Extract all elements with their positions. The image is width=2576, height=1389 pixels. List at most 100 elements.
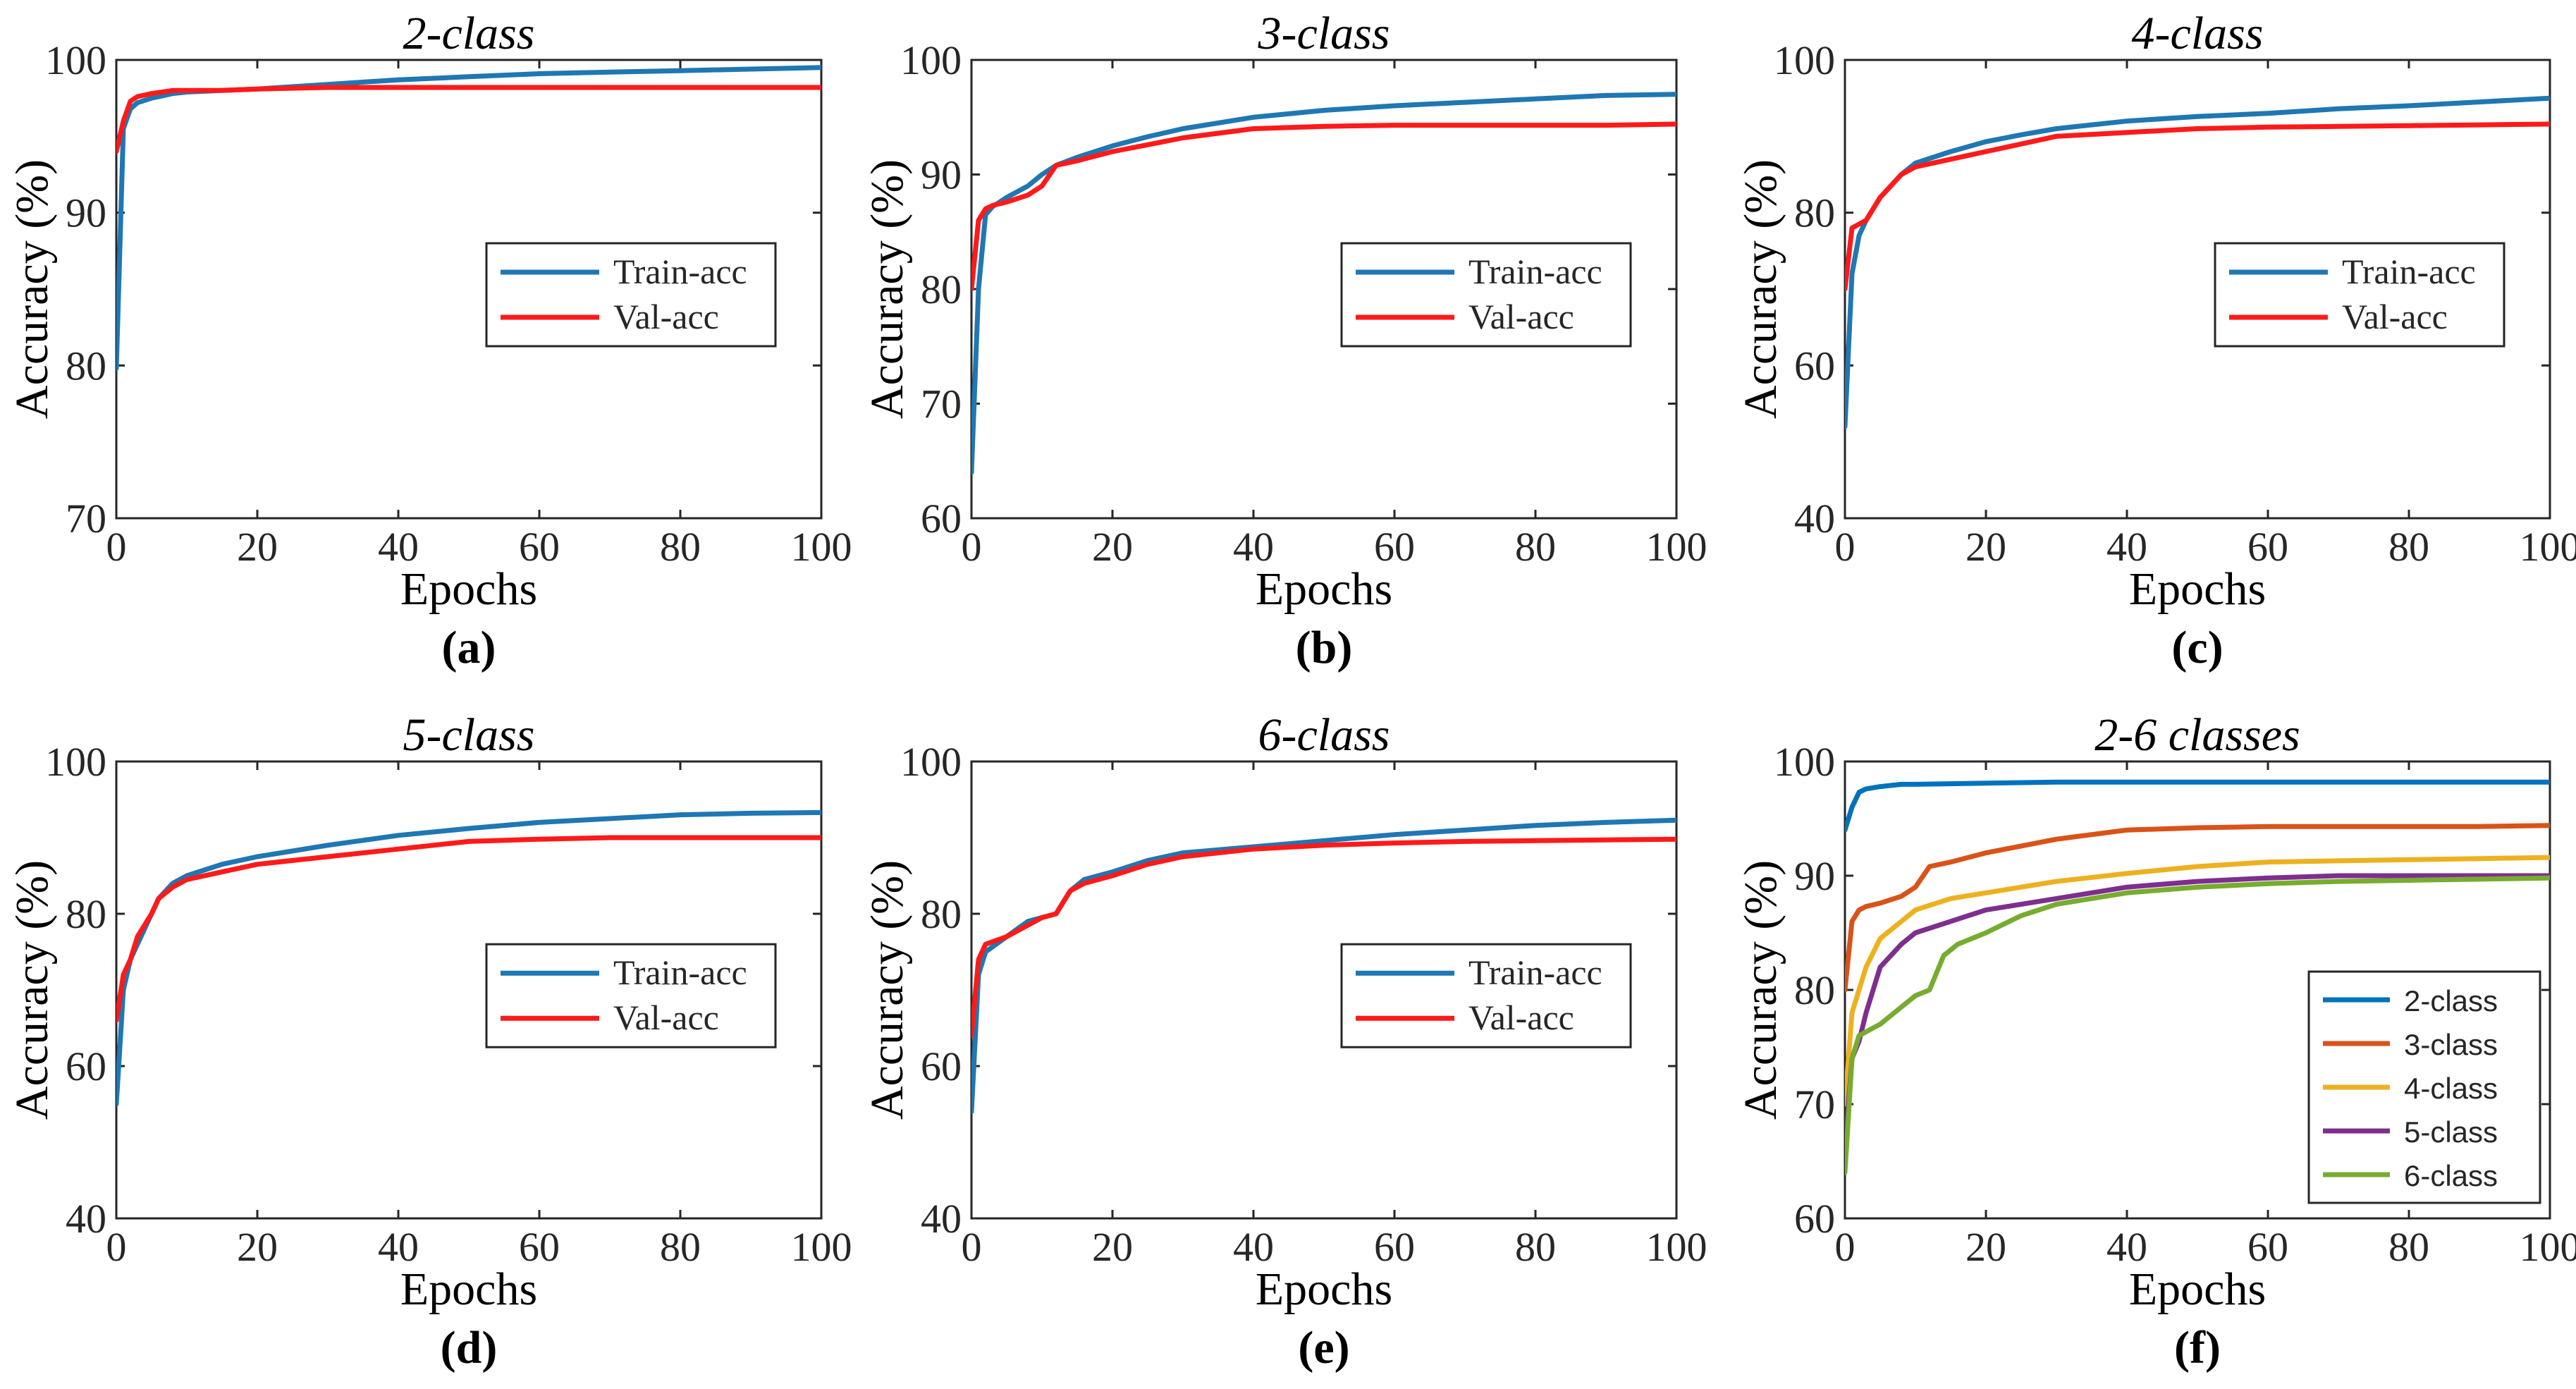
x-axis-label: Epochs xyxy=(2129,1263,2266,1315)
y-axis-label: Accuracy (%) xyxy=(861,860,913,1120)
x-tick-label: 100 xyxy=(1646,524,1707,570)
legend-label: 5-class xyxy=(2404,1115,2498,1149)
panel-label: (d) xyxy=(441,1322,498,1373)
x-tick-label: 80 xyxy=(660,1224,701,1270)
legend-box xyxy=(485,943,777,1048)
y-tick-label: 90 xyxy=(1794,853,1835,899)
y-axis-label: Accuracy (%) xyxy=(1735,860,1786,1120)
x-tick-label: 100 xyxy=(2520,524,2576,570)
legend-box xyxy=(1340,943,1632,1048)
x-tick-label: 100 xyxy=(791,1224,852,1270)
x-tick-label: 80 xyxy=(2388,524,2429,570)
y-tick-label: 100 xyxy=(900,739,962,785)
y-tick-label: 100 xyxy=(45,37,106,83)
panel-e: 0 20 40 60 80 100 40 60 80 100 6-class Epochs Accura… xyxy=(861,709,1707,1373)
legend: 2-class 3-class 4-class 5-class 6-class xyxy=(2307,970,2541,1204)
x-axis-label: Epochs xyxy=(2129,563,2266,615)
x-tick-label: 40 xyxy=(2106,524,2147,570)
x-tick-label: 20 xyxy=(1092,1224,1133,1270)
x-tick-label: 20 xyxy=(237,524,278,570)
x-tick-label: 40 xyxy=(378,524,419,570)
y-tick-label: 40 xyxy=(921,1196,962,1242)
legend: Train-acc Val-acc xyxy=(485,242,777,348)
chart-title: 3-class xyxy=(1258,8,1390,59)
series-line-val-acc xyxy=(116,835,821,1023)
x-tick-label: 0 xyxy=(1835,524,1856,570)
x-tick-label: 0 xyxy=(1835,1224,1856,1270)
x-tick-label: 60 xyxy=(1374,1224,1415,1270)
x-tick-label: 100 xyxy=(791,524,852,570)
y-tick-label: 80 xyxy=(1794,967,1835,1013)
y-tick-label: 80 xyxy=(921,891,962,937)
x-axis-label: Epochs xyxy=(1256,563,1392,615)
series-line-val-acc xyxy=(971,836,1676,1039)
x-tick-label: 60 xyxy=(2247,1224,2288,1270)
series-line-6-class xyxy=(1845,875,2550,1175)
x-axis-label: Epochs xyxy=(400,1263,537,1315)
y-axis-label: Accuracy (%) xyxy=(6,159,58,419)
panel-label: (e) xyxy=(1298,1322,1349,1373)
chart-title: 2-6 classes xyxy=(2094,709,2300,761)
legend-label: 4-class xyxy=(2404,1072,2498,1105)
x-tick-label: 40 xyxy=(2106,1224,2147,1270)
legend-label: Train-acc xyxy=(613,953,747,992)
y-tick-label: 70 xyxy=(66,496,106,541)
legend-box xyxy=(1340,242,1632,348)
panel-f: 0 20 40 60 80 100 60 70 80 90 100 2-6 classes Epochs… xyxy=(1735,709,2576,1373)
legend-label: Val-acc xyxy=(613,998,719,1037)
y-axis-label: Accuracy (%) xyxy=(6,860,58,1120)
x-tick-label: 0 xyxy=(106,524,127,570)
x-tick-label: 60 xyxy=(519,1224,560,1270)
x-tick-label: 60 xyxy=(2247,524,2288,570)
x-tick-label: 80 xyxy=(1515,1224,1556,1270)
x-tick-label: 40 xyxy=(378,1224,419,1270)
y-tick-label: 80 xyxy=(66,891,106,937)
x-tick-label: 100 xyxy=(2520,1224,2576,1270)
legend-label: 3-class xyxy=(2404,1028,2498,1061)
y-tick-label: 80 xyxy=(921,267,962,312)
y-tick-label: 90 xyxy=(921,152,962,198)
panel-b: 0 20 40 60 80 100 60 70 80 90 100 3-class Epochs Accu… xyxy=(861,8,1707,673)
panel-c: 0 20 40 60 80 100 40 60 80 100 4-class Epochs Accura… xyxy=(1735,8,2576,673)
y-tick-label: 100 xyxy=(900,37,962,83)
panel-label: (b) xyxy=(1296,622,1353,673)
x-tick-label: 100 xyxy=(1646,1224,1707,1270)
x-tick-label: 40 xyxy=(1233,524,1274,570)
x-tick-label: 20 xyxy=(1092,524,1133,570)
legend: Train-acc Val-acc xyxy=(485,943,777,1048)
legend-label: 2-class xyxy=(2404,984,2498,1017)
series-line-val-acc xyxy=(116,85,821,154)
legend-label: Val-acc xyxy=(613,297,719,336)
y-tick-label: 60 xyxy=(1794,1196,1835,1242)
y-tick-label: 80 xyxy=(1794,190,1835,236)
x-tick-label: 0 xyxy=(106,1224,127,1270)
legend-label: Train-acc xyxy=(1468,953,1602,992)
y-tick-label: 100 xyxy=(1774,37,1835,83)
x-tick-label: 40 xyxy=(1233,1224,1274,1270)
legend-label: Train-acc xyxy=(2342,252,2476,291)
x-tick-label: 80 xyxy=(2388,1224,2429,1270)
x-axis-label: Epochs xyxy=(400,563,537,615)
y-tick-label: 60 xyxy=(921,496,962,541)
x-tick-label: 0 xyxy=(962,1224,982,1270)
panel-d: 0 20 40 60 80 100 40 60 80 100 5-class Epochs Accura… xyxy=(6,709,852,1373)
legend-box xyxy=(2214,242,2506,348)
y-tick-label: 100 xyxy=(45,739,106,785)
chart-title: 2-class xyxy=(403,8,535,59)
chart-title: 6-class xyxy=(1258,709,1390,761)
y-tick-label: 40 xyxy=(66,1196,106,1242)
y-axis-label: Accuracy (%) xyxy=(1735,159,1786,419)
series-line-5-class xyxy=(1845,873,2550,1153)
y-tick-label: 100 xyxy=(1774,739,1835,785)
x-tick-label: 20 xyxy=(1965,1224,2006,1270)
x-tick-label: 60 xyxy=(519,524,560,570)
y-tick-label: 70 xyxy=(1794,1082,1835,1127)
y-tick-label: 60 xyxy=(1794,343,1835,388)
x-tick-label: 20 xyxy=(1965,524,2006,570)
y-tick-label: 90 xyxy=(66,190,106,236)
legend-box xyxy=(485,242,777,348)
panel-a: 0 20 40 60 80 100 70 80 90 100 2-class Epochs Accura… xyxy=(6,8,852,673)
x-axis-label: Epochs xyxy=(1256,1263,1392,1315)
y-tick-label: 60 xyxy=(66,1044,106,1089)
